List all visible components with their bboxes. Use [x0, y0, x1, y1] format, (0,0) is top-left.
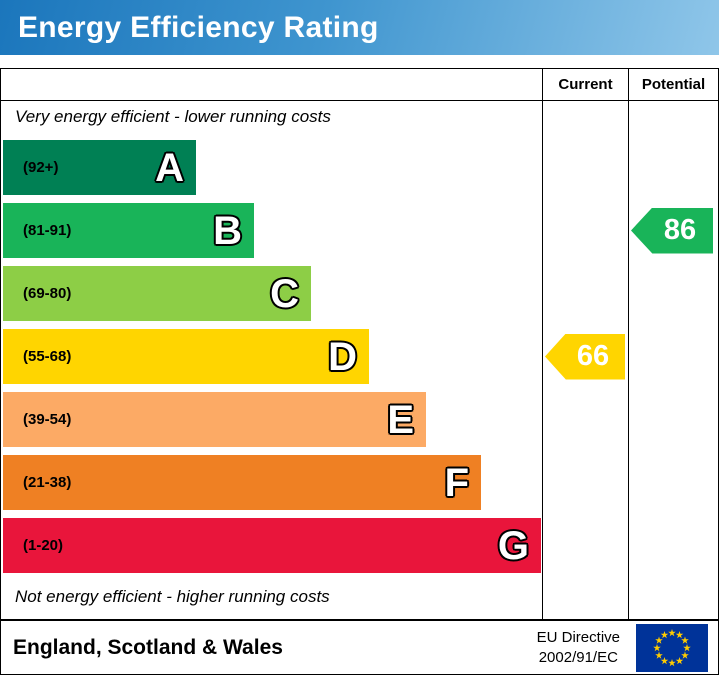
band-range-label: (21-38) — [23, 474, 72, 491]
current-column-header: Current — [558, 76, 613, 93]
band-letter: B — [213, 208, 242, 253]
band-bar-b: (81-91) B — [3, 203, 254, 258]
band-row-e: (39-54) E — [3, 392, 541, 455]
band-row-c: (69-80) C — [3, 266, 541, 329]
potential-column-divider — [628, 69, 629, 619]
bottom-note: Not energy efficient - higher running co… — [15, 587, 330, 606]
rating-chart: Current Potential Very energy efficient … — [0, 68, 719, 620]
region-label: England, Scotland & Wales — [13, 635, 283, 659]
band-range-label: (81-91) — [23, 222, 72, 239]
band-row-g: (1-20) G — [3, 518, 541, 581]
band-range-label: (1-20) — [23, 537, 64, 554]
eu-directive-line2: 2002/91/EC — [538, 648, 618, 666]
column-header-row: Current Potential — [1, 69, 718, 101]
band-row-d: (55-68) D — [3, 329, 541, 392]
band-bar-f: (21-38) F — [3, 455, 481, 510]
band-letter: G — [497, 523, 529, 568]
band-row-b: (81-91) B — [3, 203, 541, 266]
band-bar-g: (1-20) G — [3, 518, 541, 573]
top-note: Very energy efficient - lower running co… — [15, 107, 331, 126]
bands: (92+) A (81-91) B (69-80) C (55-68) D (39-54) E (2… — [3, 140, 541, 581]
band-range-label: (69-80) — [23, 285, 72, 302]
eu-flag-icon — [636, 623, 708, 672]
potential-column-header: Potential — [641, 76, 706, 93]
potential-pointer: 86 — [631, 207, 713, 254]
band-bar-d: (55-68) D — [3, 329, 369, 384]
current-pointer: 66 — [545, 333, 625, 380]
page-title: Energy Efficiency Rating — [18, 10, 379, 44]
band-bar-a: (92+) A — [3, 140, 196, 195]
band-bar-c: (69-80) C — [3, 266, 311, 321]
current-column-divider — [542, 69, 543, 619]
eu-directive-line1: EU Directive — [536, 628, 620, 646]
band-range-label: (39-54) — [23, 411, 72, 428]
band-letter: D — [328, 334, 357, 379]
band-row-a: (92+) A — [3, 140, 541, 203]
eu-directive-label: EU Directive 2002/91/EC — [537, 628, 620, 668]
band-row-f: (21-38) F — [3, 455, 541, 518]
band-range-label: (92+) — [23, 159, 59, 176]
band-letter: C — [270, 271, 299, 316]
band-letter: A — [155, 145, 184, 190]
band-bar-e: (39-54) E — [3, 392, 426, 447]
footer: England, Scotland & Wales EU Directive 2… — [0, 620, 719, 675]
band-letter: F — [444, 460, 469, 505]
band-letter: E — [387, 397, 414, 442]
band-range-label: (55-68) — [23, 348, 72, 365]
chart-title-banner: Energy Efficiency Rating — [0, 0, 719, 55]
